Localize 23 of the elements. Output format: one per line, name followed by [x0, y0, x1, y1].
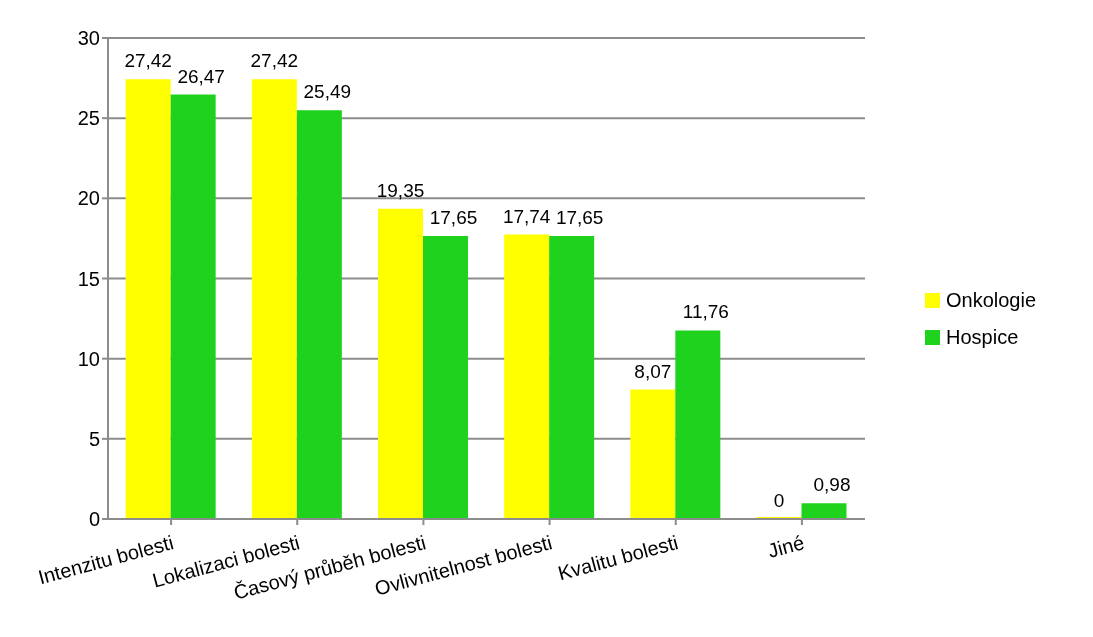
y-tick-label: 5	[88, 427, 100, 450]
data-label: 26,47	[177, 65, 225, 87]
data-label: 8,07	[634, 360, 672, 382]
x-tick-label: Jiné	[765, 531, 807, 562]
y-tick-label: 15	[77, 267, 100, 290]
y-tick-label: 30	[77, 27, 100, 50]
x-tick-label: Kvalitu bolesti	[555, 531, 681, 585]
data-label: 25,49	[303, 81, 352, 103]
data-label: 17,74	[502, 205, 551, 227]
y-tick-label: 25	[77, 107, 100, 130]
legend-label: Hospice	[946, 325, 1019, 349]
data-label: 11,76	[682, 301, 729, 323]
data-label: 17,65	[429, 207, 478, 229]
data-label: 17,65	[555, 207, 604, 229]
data-label: 19,35	[376, 179, 425, 201]
data-label: 0,98	[813, 474, 851, 496]
y-tick-label: 10	[77, 347, 100, 370]
data-label: 0	[773, 490, 785, 511]
y-tick-label: 0	[88, 508, 100, 531]
data-label: 27,42	[250, 50, 299, 72]
y-tick-label: 20	[77, 187, 100, 210]
legend-label: Onkologie	[946, 288, 1037, 312]
data-label: 27,42	[124, 50, 172, 72]
